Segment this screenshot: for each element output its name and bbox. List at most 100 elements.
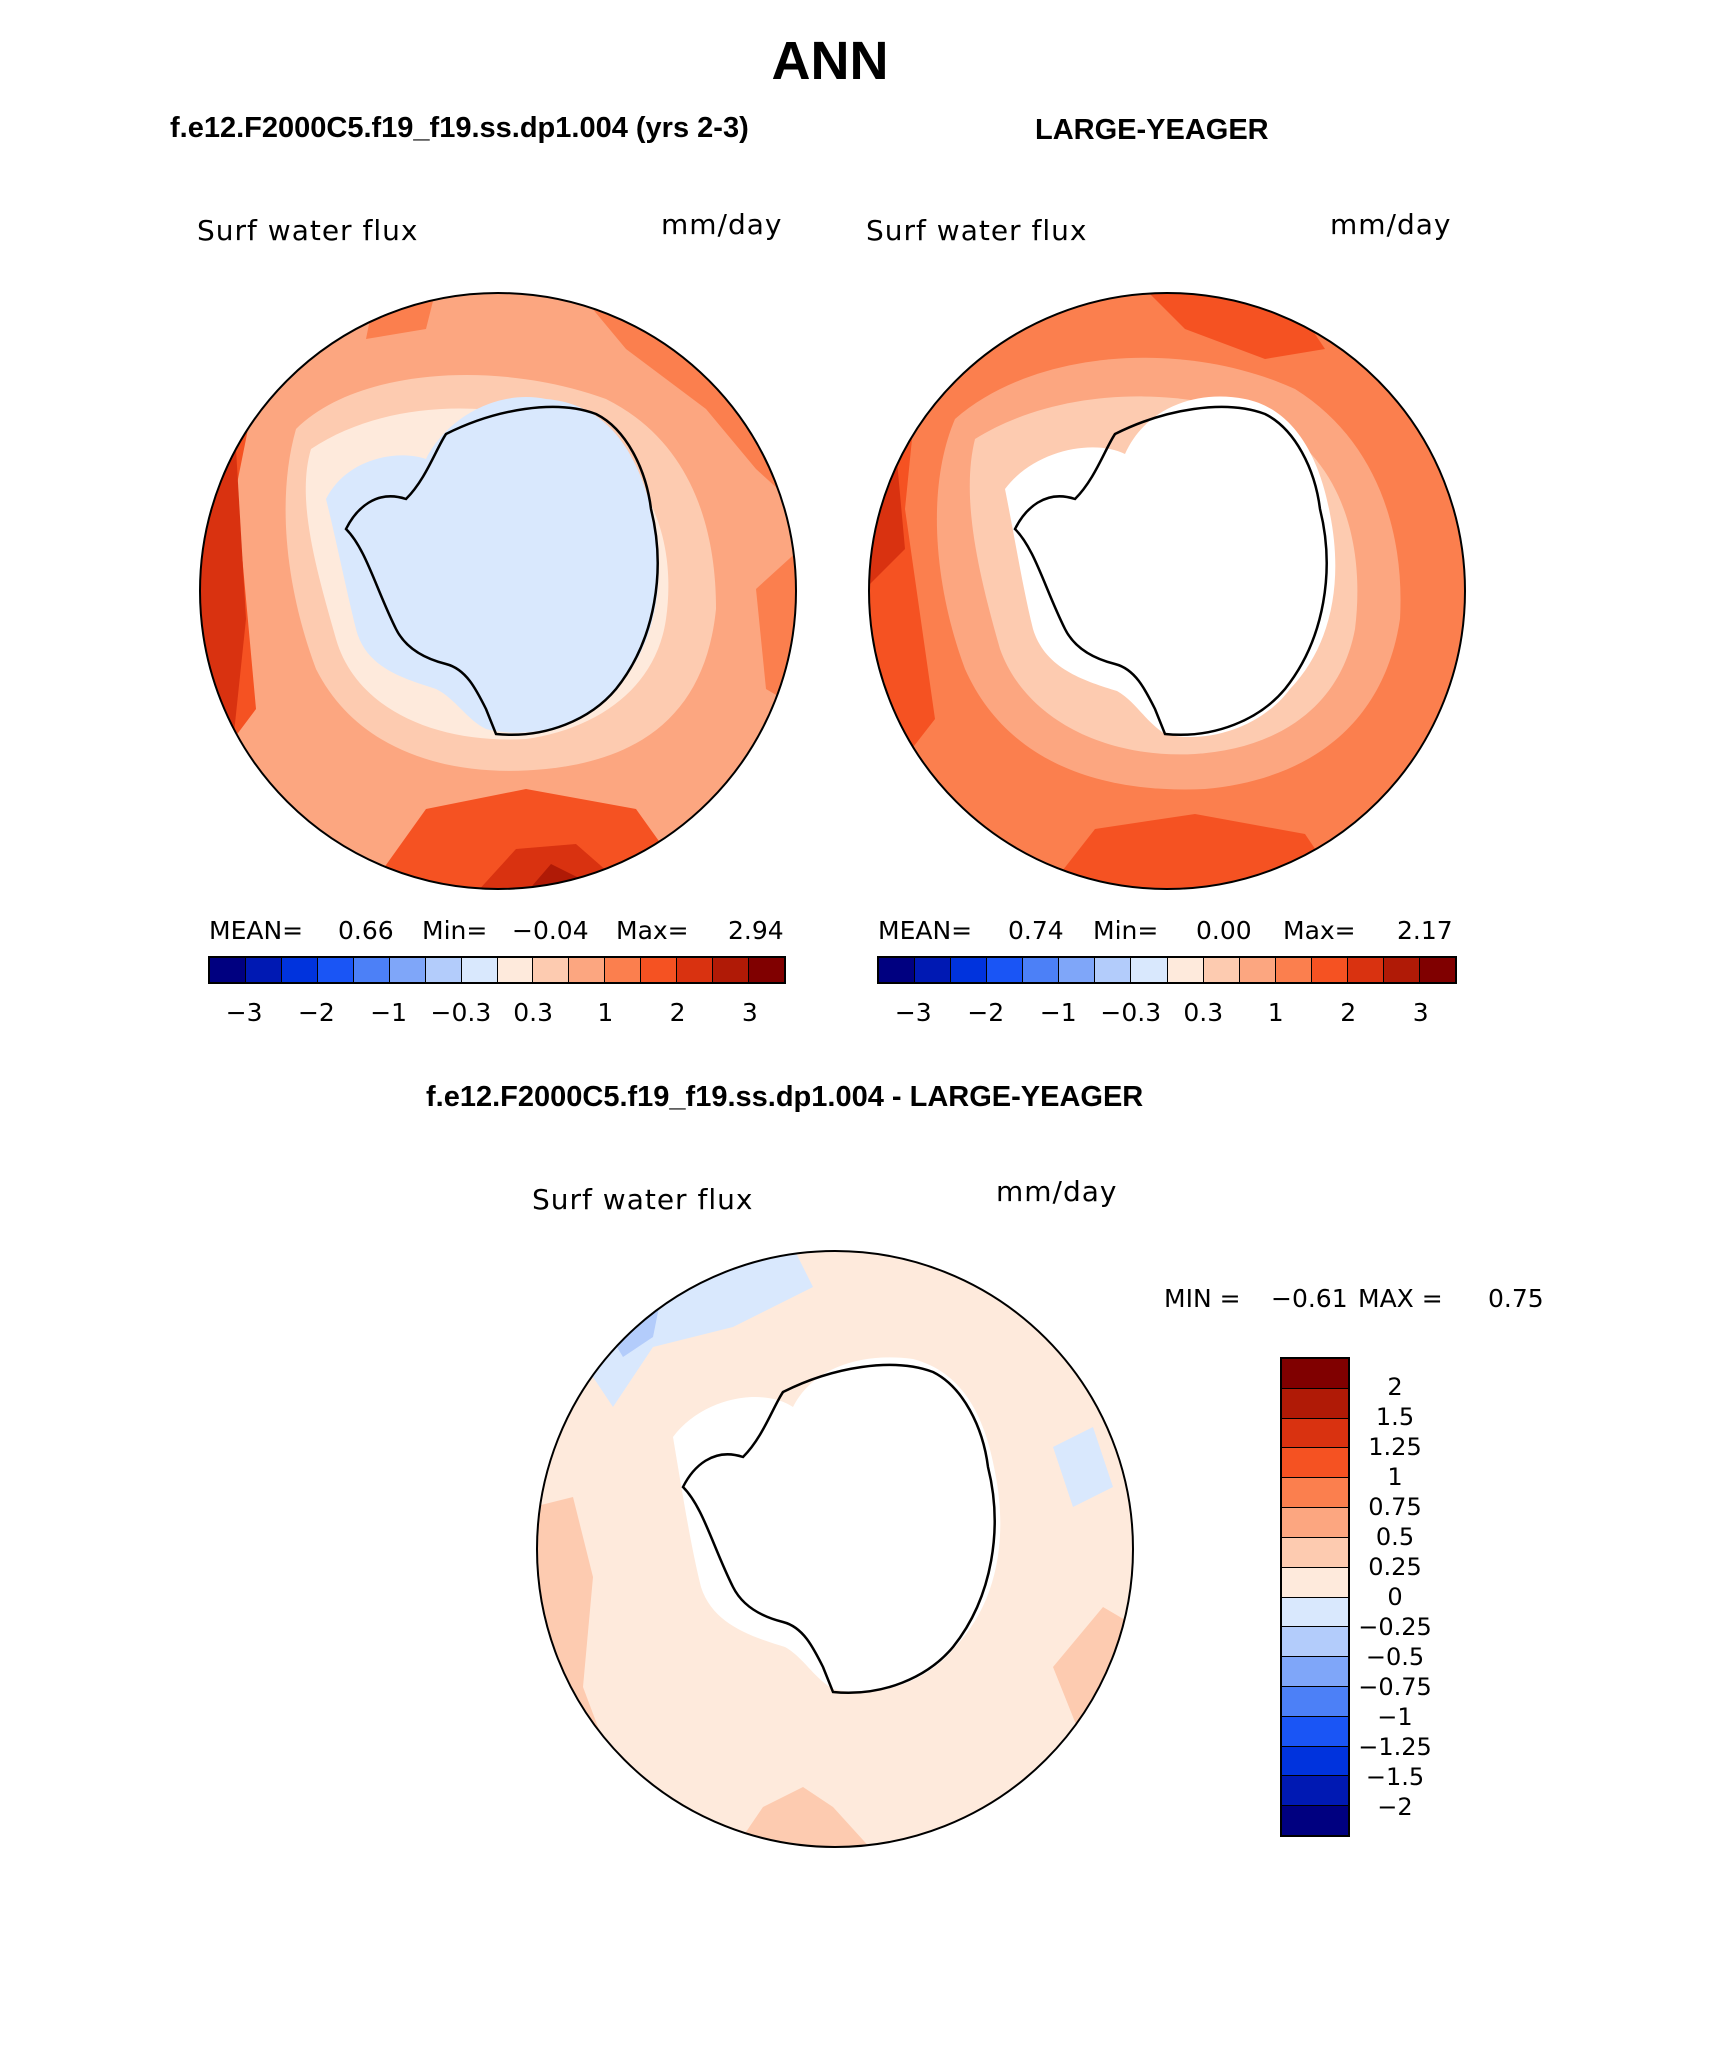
colorbar-swatch <box>1282 1716 1348 1747</box>
diff-south-positive <box>733 1787 873 1847</box>
panel1-mean-label: MEAN= <box>209 916 304 945</box>
panel2-colorbar <box>877 956 1457 984</box>
panel2-polar-map <box>868 292 1466 890</box>
colorbar-tick-label: 2 <box>1340 998 1357 1027</box>
colorbar-swatch <box>605 958 642 982</box>
colorbar-swatch <box>749 958 784 982</box>
diff-max-label: MAX = <box>1358 1284 1443 1313</box>
panel2-mean-label: MEAN= <box>878 916 973 945</box>
colorbar-tick-label: −0.75 <box>1358 1673 1432 1701</box>
panel1-colorbar <box>208 956 786 984</box>
colorbar-swatch <box>389 958 426 982</box>
colorbar-swatch <box>1311 958 1348 982</box>
colorbar-tick-label: −0.3 <box>1100 998 1162 1027</box>
colorbar-swatch <box>1239 958 1276 982</box>
colorbar-swatch <box>1347 958 1384 982</box>
panel1-min-label: Min= <box>422 916 488 945</box>
colorbar-swatch <box>1023 958 1060 982</box>
colorbar-tick-label: 0 <box>1387 1583 1403 1611</box>
panel1-colorbar-ticks: −3 −2 −1 −0.3 0.3 1 2 3 <box>208 998 786 1028</box>
colorbar-swatch <box>1203 958 1240 982</box>
diff-min-label: MIN = <box>1164 1284 1241 1313</box>
panel2-min-value: 0.00 <box>1196 916 1252 945</box>
panel1-min-value: −0.04 <box>512 916 589 945</box>
colorbar-tick-label: −1.25 <box>1358 1733 1432 1761</box>
colorbar-tick-label: −0.25 <box>1358 1613 1432 1641</box>
colorbar-tick-label: 1.5 <box>1375 1403 1415 1431</box>
colorbar-swatch <box>1282 1508 1348 1538</box>
panel2-max-value: 2.17 <box>1397 916 1453 945</box>
panel2-case-title: LARGE-YEAGER <box>1035 114 1269 146</box>
colorbar-tick-label: 0.5 <box>1375 1523 1415 1551</box>
colorbar-swatch <box>425 958 462 982</box>
colorbar-tick-label: −1 <box>370 998 408 1027</box>
colorbar-tick-label: −3 <box>894 998 932 1027</box>
colorbar-tick-label: −2 <box>967 998 1005 1027</box>
colorbar-tick-label: 2 <box>1387 1373 1403 1401</box>
colorbar-swatch <box>713 958 750 982</box>
panel1-variable-label: Surf water flux <box>197 214 419 247</box>
panel2-max-label: Max= <box>1283 916 1356 945</box>
colorbar-swatch <box>951 958 988 982</box>
colorbar-swatch <box>1282 1359 1348 1389</box>
diff-variable-label: Surf water flux <box>532 1183 754 1216</box>
colorbar-tick-label: 1 <box>1267 998 1284 1027</box>
panel2-colorbar-ticks: −3 −2 −1 −0.3 0.3 1 2 3 <box>877 998 1457 1028</box>
panel1-max-label: Max= <box>616 916 689 945</box>
colorbar-swatch <box>1131 958 1168 982</box>
panel2-min-label: Min= <box>1093 916 1159 945</box>
colorbar-swatch <box>353 958 390 982</box>
colorbar-swatch <box>915 958 952 982</box>
colorbar-swatch <box>1282 1478 1348 1509</box>
colorbar-tick-label: 0.25 <box>1368 1553 1422 1581</box>
colorbar-swatch <box>1282 1776 1348 1807</box>
colorbar-swatch <box>1282 1537 1348 1568</box>
colorbar-swatch <box>1095 958 1132 982</box>
diff-colorbar-ticks: 2 1.5 1.25 1 0.75 0.5 0.25 0 −0.25 −0.5 −0.75 −1 −1.… <box>1350 1357 1440 1837</box>
colorbar-swatch <box>987 958 1024 982</box>
panel1-polar-map <box>199 292 797 890</box>
colorbar-swatch <box>1383 958 1420 982</box>
diff-antarctica-coast <box>681 1363 996 1694</box>
colorbar-swatch <box>1167 958 1204 982</box>
diff-polar-map <box>536 1250 1134 1848</box>
colorbar-swatch <box>281 958 318 982</box>
panel1-antarctica-field <box>326 397 659 733</box>
colorbar-swatch <box>245 958 282 982</box>
colorbar-swatch <box>1282 1448 1348 1479</box>
colorbar-swatch <box>1282 1657 1348 1687</box>
figure-title: ANN <box>771 31 889 91</box>
colorbar-swatch <box>317 958 354 982</box>
panel1-max-value: 2.94 <box>728 916 784 945</box>
panel1-units-label: mm/day <box>661 208 783 241</box>
colorbar-tick-label: −1 <box>1039 998 1077 1027</box>
colorbar-tick-label: 3 <box>1412 998 1429 1027</box>
colorbar-tick-label: 0.75 <box>1368 1493 1422 1521</box>
diff-max-value: 0.75 <box>1488 1284 1544 1313</box>
colorbar-swatch <box>1282 1418 1348 1449</box>
panel1-mean-value: 0.66 <box>338 916 394 945</box>
colorbar-tick-label: 0.3 <box>513 998 554 1027</box>
colorbar-swatch <box>1282 1627 1348 1658</box>
panel2-variable-label: Surf water flux <box>866 214 1088 247</box>
colorbar-swatch <box>1282 1567 1348 1598</box>
colorbar-tick-label: −2 <box>297 998 335 1027</box>
colorbar-swatch <box>1282 1597 1348 1628</box>
colorbar-tick-label: 0.3 <box>1183 998 1224 1027</box>
colorbar-swatch <box>1419 958 1455 982</box>
panel2-units-label: mm/day <box>1330 208 1452 241</box>
colorbar-tick-label: 1 <box>597 998 614 1027</box>
colorbar-swatch <box>1275 958 1312 982</box>
colorbar-swatch <box>1282 1746 1348 1777</box>
colorbar-tick-label: −2 <box>1377 1793 1413 1821</box>
colorbar-swatch <box>1282 1388 1348 1419</box>
colorbar-swatch <box>569 958 606 982</box>
panel1-case-title: f.e12.F2000C5.f19_f19.ss.dp1.004 (yrs 2-… <box>170 112 749 144</box>
colorbar-tick-label: 1 <box>1387 1463 1403 1491</box>
colorbar-swatch <box>533 958 570 982</box>
colorbar-swatch <box>879 958 916 982</box>
colorbar-tick-label: −1.5 <box>1365 1763 1425 1791</box>
colorbar-tick-label: −1 <box>1377 1703 1413 1731</box>
colorbar-tick-label: −0.3 <box>430 998 492 1027</box>
diff-min-value: −0.61 <box>1271 1284 1348 1313</box>
